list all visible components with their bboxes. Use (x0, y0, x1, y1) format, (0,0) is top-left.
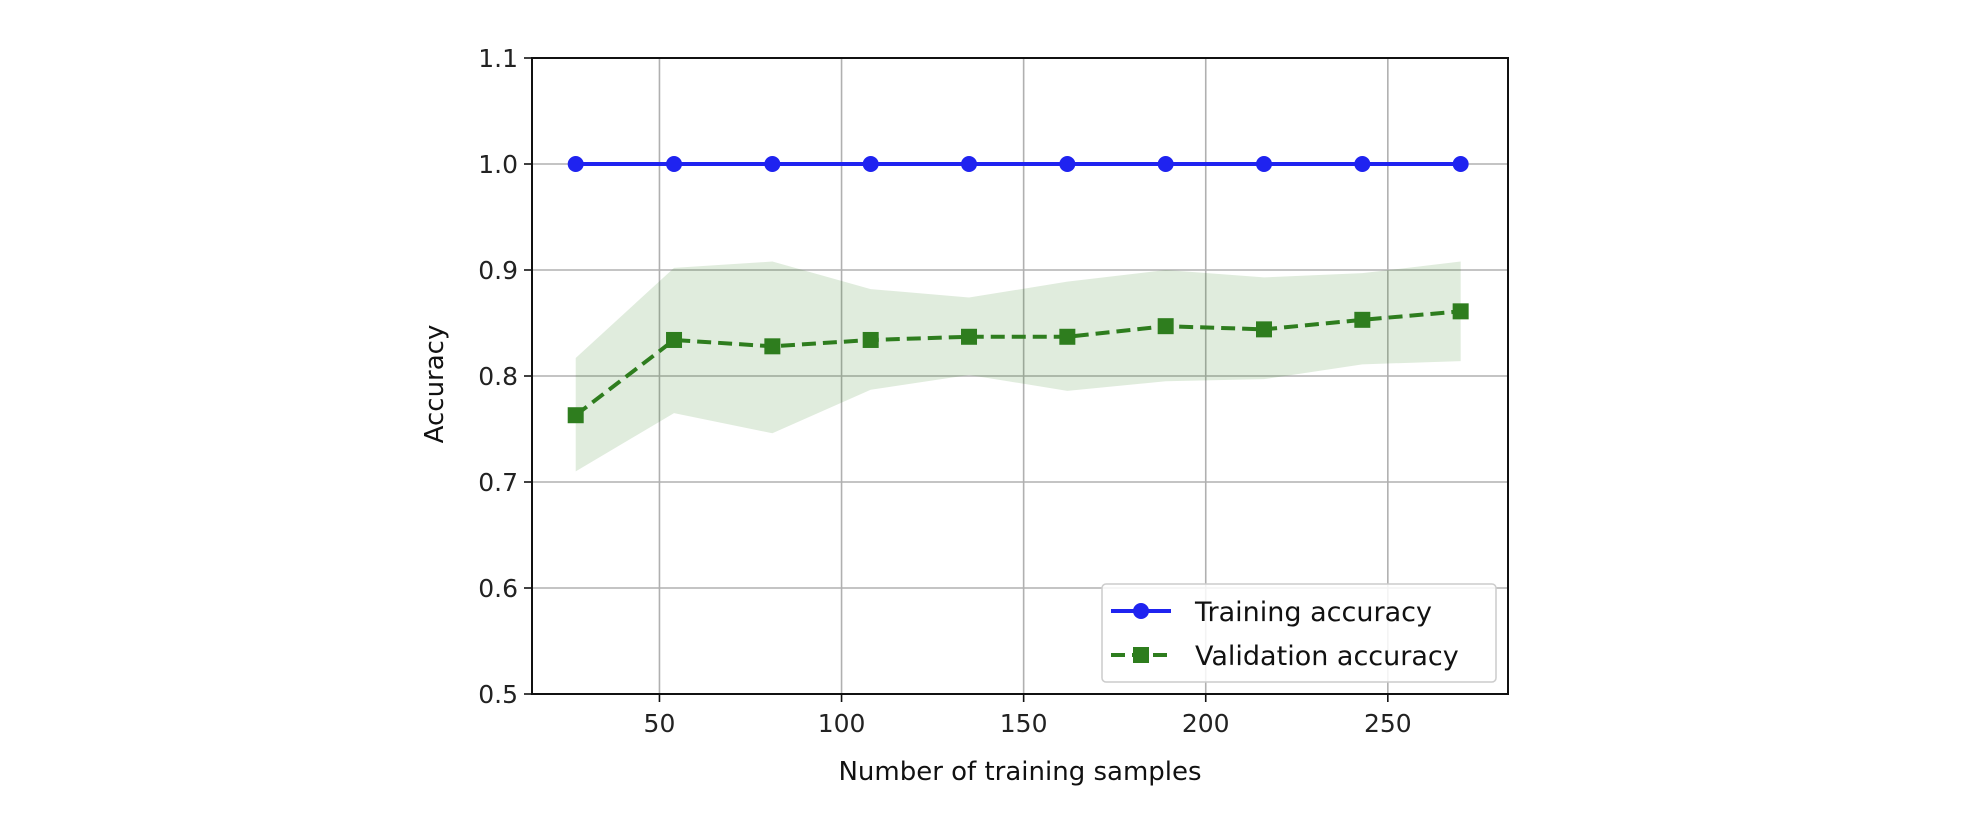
data-point-training (1256, 156, 1272, 172)
data-point-training (1157, 156, 1174, 172)
data-point-validation (1452, 303, 1469, 320)
data-point-validation (961, 328, 978, 345)
y-axis-label: Accuracy (420, 325, 450, 444)
y-tick-label: 0.7 (478, 468, 518, 497)
x-tick-label: 50 (644, 709, 676, 738)
data-point-training (1354, 156, 1371, 172)
data-point-validation (1256, 321, 1272, 338)
data-point-training (567, 156, 584, 172)
data-point-validation (1157, 318, 1174, 335)
data-point-training (1452, 156, 1469, 172)
tick-layer: 0.5 0.6 0.7 0.8 0.9 1.0 1.1 50 100 150 200 250 (478, 44, 1411, 738)
y-tick-label: 0.8 (478, 362, 518, 391)
legend-marker-square (1133, 647, 1149, 663)
y-tick-label: 0.9 (478, 256, 518, 285)
band-layer (575, 261, 1461, 472)
series-line-1 (574, 309, 1461, 417)
y-tick-label: 1.1 (478, 44, 518, 73)
x-tick-label: 250 (1364, 709, 1412, 738)
series-layer (567, 156, 1469, 424)
data-point-validation (567, 407, 584, 424)
y-tick-label: 0.6 (478, 574, 518, 603)
data-point-training (666, 156, 683, 172)
legend-label-training-accuracy: Training accuracy (1194, 597, 1432, 628)
x-tick-label: 150 (1000, 709, 1048, 738)
x-axis-label: Number of training samples (838, 757, 1201, 787)
x-tick-label: 200 (1182, 709, 1230, 738)
legend-items (1111, 603, 1171, 663)
legend: Training accuracy Validation accuracy (1101, 583, 1497, 683)
x-tick-label: 100 (818, 709, 866, 738)
data-point-validation (862, 331, 879, 348)
y-tick-label: 0.5 (478, 680, 518, 709)
y-tick-label: 1.0 (478, 150, 518, 179)
legend-label-validation-accuracy: Validation accuracy (1195, 641, 1459, 672)
data-point-validation (764, 338, 781, 355)
data-point-validation (666, 331, 683, 348)
data-point-training (961, 156, 978, 172)
data-point-training (1059, 156, 1076, 172)
data-point-training (764, 156, 781, 172)
data-point-validation (1354, 311, 1371, 328)
legend-box (1101, 583, 1497, 683)
confidence-band-1 (575, 261, 1461, 472)
data-point-validation (1059, 328, 1076, 345)
legend-marker-circle (1133, 603, 1149, 619)
data-point-training (862, 156, 879, 172)
